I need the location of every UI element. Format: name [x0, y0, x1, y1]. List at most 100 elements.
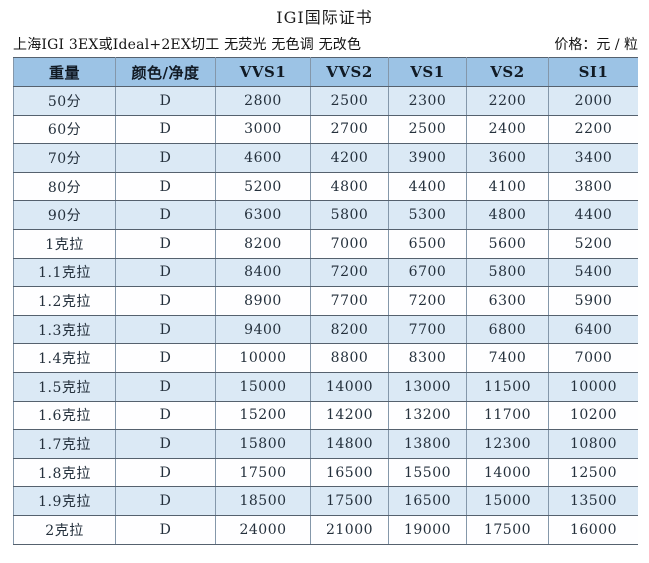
color-clarity-cell: D — [115, 228, 216, 259]
price-cell: 2300 — [388, 86, 467, 116]
price-cell: 19000 — [388, 514, 467, 545]
price-cell: 18500 — [215, 486, 311, 516]
price-cell: 8300 — [388, 343, 467, 373]
price-cell: 15500 — [388, 457, 467, 488]
price-cell: 6800 — [466, 314, 549, 345]
price-cell: 17500 — [310, 486, 389, 516]
price-cell: 2200 — [548, 114, 638, 145]
price-cell: 2200 — [466, 86, 549, 116]
price-table: 重量 颜色/净度 VVS1 VVS2 VS1 VS2 SI1 50分 D 2800 2500 230… — [13, 57, 638, 545]
color-clarity-cell: D — [115, 457, 216, 488]
color-clarity-cell: D — [115, 400, 216, 431]
price-cell: 16500 — [388, 486, 467, 516]
price-cell: 13800 — [388, 429, 467, 459]
price-cell: 14000 — [310, 371, 389, 402]
price-cell: 12500 — [548, 457, 638, 488]
weight-cell: 70分 — [13, 143, 116, 173]
color-clarity-cell: D — [115, 514, 216, 545]
table-row: 1.1克拉 D 8400 7200 6700 5800 5400 — [13, 257, 638, 288]
price-cell: 5400 — [548, 257, 638, 288]
color-clarity-cell: D — [115, 257, 216, 288]
color-clarity-cell: D — [115, 200, 216, 230]
price-cell: 10000 — [548, 371, 638, 402]
table-row: 90分 D 6300 5800 5300 4800 4400 — [13, 200, 638, 230]
price-cell: 15800 — [215, 429, 311, 459]
price-cell: 2500 — [388, 114, 467, 145]
table-row: 1.3克拉 D 9400 8200 7700 6800 6400 — [13, 314, 638, 345]
price-cell: 11700 — [466, 400, 549, 431]
price-table-container: 重量 颜色/净度 VVS1 VVS2 VS1 VS2 SI1 50分 D 2800 2500 230… — [13, 57, 638, 563]
table-row: 60分 D 3000 2700 2500 2400 2200 — [13, 114, 638, 145]
price-cell: 15000 — [466, 486, 549, 516]
price-cell: 3000 — [215, 114, 311, 145]
price-cell: 4100 — [466, 171, 549, 202]
price-cell: 4400 — [548, 200, 638, 230]
column-header-weight: 重量 — [13, 57, 116, 87]
price-cell: 8800 — [310, 343, 389, 373]
price-cell: 15200 — [215, 400, 311, 431]
price-table-body: 50分 D 2800 2500 2300 2200 2000 60分 D 3000 2700 2500… — [13, 86, 638, 545]
price-cell: 17500 — [466, 514, 549, 545]
price-cell: 14200 — [310, 400, 389, 431]
color-clarity-cell: D — [115, 86, 216, 116]
price-cell: 2700 — [310, 114, 389, 145]
price-cell: 21000 — [310, 514, 389, 545]
product-spec-text: 上海IGI 3EX或Ideal+2EX切工 无荧光 无色调 无改色 — [13, 37, 362, 53]
price-cell: 7400 — [466, 343, 549, 373]
price-cell: 6700 — [388, 257, 467, 288]
table-row: 50分 D 2800 2500 2300 2200 2000 — [13, 86, 638, 116]
price-cell: 7000 — [310, 228, 389, 259]
price-cell: 8400 — [215, 257, 311, 288]
price-cell: 8200 — [215, 228, 311, 259]
price-cell: 16000 — [548, 514, 638, 545]
color-clarity-cell: D — [115, 314, 216, 345]
price-cell: 10000 — [215, 343, 311, 373]
price-cell: 5200 — [215, 171, 311, 202]
price-cell: 4200 — [310, 143, 389, 173]
price-cell: 3600 — [466, 143, 549, 173]
table-row: 1.9克拉 D 18500 17500 16500 15000 13500 — [13, 486, 638, 516]
price-cell: 3400 — [548, 143, 638, 173]
price-cell: 2500 — [310, 86, 389, 116]
column-header-vvs1: VVS1 — [215, 57, 311, 87]
price-cell: 3900 — [388, 143, 467, 173]
price-cell: 5800 — [310, 200, 389, 230]
price-cell: 7000 — [548, 343, 638, 373]
price-cell: 4800 — [310, 171, 389, 202]
price-cell: 4400 — [388, 171, 467, 202]
price-cell: 5900 — [548, 286, 638, 316]
price-cell: 5300 — [388, 200, 467, 230]
weight-cell: 60分 — [13, 114, 116, 145]
price-cell: 14800 — [310, 429, 389, 459]
price-unit-text: 价格：元 / 粒 — [554, 37, 638, 53]
price-cell: 16500 — [310, 457, 389, 488]
weight-cell: 1.5克拉 — [13, 371, 116, 402]
price-cell: 13200 — [388, 400, 467, 431]
price-cell: 6400 — [548, 314, 638, 345]
price-cell: 9400 — [215, 314, 311, 345]
table-row: 2克拉 D 24000 21000 19000 17500 16000 — [13, 514, 638, 545]
weight-cell: 1.9克拉 — [13, 486, 116, 516]
weight-cell: 50分 — [13, 86, 116, 116]
price-cell: 2400 — [466, 114, 549, 145]
column-header-vs2: VS2 — [466, 57, 549, 87]
price-cell: 3800 — [548, 171, 638, 202]
page-title: IGI国际证书 — [276, 8, 373, 27]
price-cell: 4600 — [215, 143, 311, 173]
price-cell: 7700 — [388, 314, 467, 345]
table-row: 1.2克拉 D 8900 7700 7200 6300 5900 — [13, 286, 638, 316]
column-header-vvs2: VVS2 — [310, 57, 389, 87]
price-cell: 8900 — [215, 286, 311, 316]
table-row: 1克拉 D 8200 7000 6500 5600 5200 — [13, 228, 638, 259]
price-cell: 10200 — [548, 400, 638, 431]
weight-cell: 2克拉 — [13, 514, 116, 545]
price-cell: 7200 — [388, 286, 467, 316]
color-clarity-cell: D — [115, 171, 216, 202]
column-header-vs1: VS1 — [388, 57, 467, 87]
color-clarity-cell: D — [115, 486, 216, 516]
price-cell: 2800 — [215, 86, 311, 116]
color-clarity-cell: D — [115, 343, 216, 373]
price-cell: 6300 — [466, 286, 549, 316]
table-row: 1.6克拉 D 15200 14200 13200 11700 10200 — [13, 400, 638, 431]
weight-cell: 1.6克拉 — [13, 400, 116, 431]
